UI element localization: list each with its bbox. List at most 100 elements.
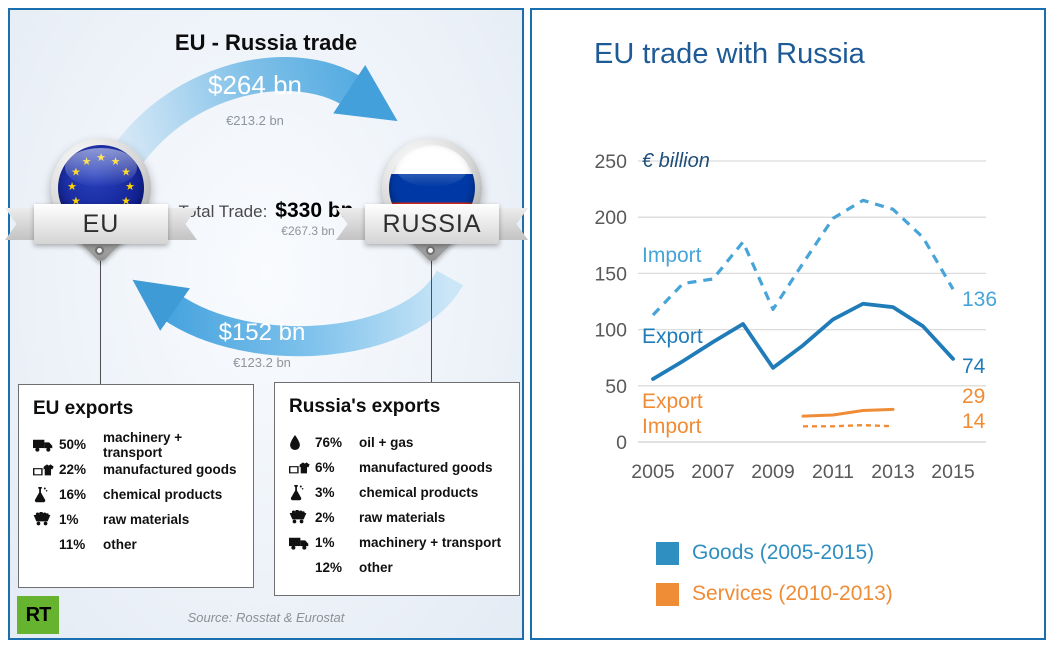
services-swatch xyxy=(656,582,679,606)
export-category: chemical products xyxy=(103,487,223,502)
goods-legend-label: Goods (2005-2015) xyxy=(692,541,875,564)
series-end-value: 14 xyxy=(962,410,986,433)
trade-flow-panel: EU - Russia trade $264 bn €213.2 bn xyxy=(5,8,528,640)
export-share: 3% xyxy=(315,485,335,500)
export-category: manufactured goods xyxy=(359,460,493,475)
total-trade: Total Trade: $330 bn xyxy=(10,199,522,223)
trade-chart-panel: EU trade with Russia 0 50 100 150 200 250 2005… xyxy=(530,8,1046,640)
export-row: 3% chemical products xyxy=(289,480,507,505)
series-label: Import xyxy=(642,415,702,438)
eu-exports-list: 50% machinery + transport 22% manufactured … xyxy=(33,430,241,557)
flask-icon xyxy=(33,486,59,503)
export-share: 22% xyxy=(59,462,87,477)
trade-line-chart: 0 50 100 150 200 250 2005 2007 2009 2011 2013 2015 €… xyxy=(594,150,997,483)
russia-to-eu-usd: $152 bn xyxy=(219,319,306,346)
eu-to-russia-usd: $264 bn xyxy=(208,70,302,100)
total-trade-eur: €267.3 bn xyxy=(281,224,335,238)
series-label: Import xyxy=(642,244,702,267)
series-label: Export xyxy=(642,325,703,348)
russia-exports-box: Russia's exports 76% oil + gas 6% manufactu… xyxy=(274,382,520,596)
series-label: Export xyxy=(642,390,703,413)
eu-connector-line xyxy=(100,259,101,385)
legend-item-goods: Goods (2005-2015) xyxy=(656,541,893,565)
total-trade-usd: $330 bn xyxy=(275,199,354,222)
export-row: 16% chemical products xyxy=(33,482,241,507)
export-category: other xyxy=(103,537,137,552)
export-row: 76% oil + gas xyxy=(289,430,507,455)
export-row: 12% other xyxy=(289,555,507,580)
badge-pin xyxy=(426,246,435,255)
series-end-value: 29 xyxy=(962,385,985,408)
chart-title: EU trade with Russia xyxy=(594,38,865,70)
y-axis-unit-label: € billion xyxy=(642,150,710,172)
goods-export-line xyxy=(651,301,955,381)
export-row: 2% raw materials xyxy=(289,505,507,530)
export-category: oil + gas xyxy=(359,435,414,450)
rt-logo-text: RT xyxy=(25,603,52,626)
services-import-line xyxy=(803,423,894,428)
goods-icon xyxy=(33,463,59,477)
goods-swatch xyxy=(656,541,679,565)
goods-icon xyxy=(289,461,315,475)
eu-to-russia-arrow xyxy=(94,57,398,193)
export-category: raw materials xyxy=(103,512,190,527)
export-category: manufactured goods xyxy=(103,462,237,477)
x-tick-label: 2015 xyxy=(931,461,975,483)
goods-import-line xyxy=(651,198,955,317)
flask-icon xyxy=(289,484,315,501)
export-category: other xyxy=(359,560,393,575)
eu-to-russia-eur: €213.2 bn xyxy=(226,113,284,128)
export-share: 1% xyxy=(59,512,79,527)
y-tick-label: 50 xyxy=(605,376,627,398)
export-category: chemical products xyxy=(359,485,479,500)
russia-exports-list: 76% oil + gas 6% manufactured goods 3% chemic… xyxy=(289,430,507,580)
export-category: machinery + transport xyxy=(359,535,502,550)
series-end-value: 74 xyxy=(962,355,986,378)
source-note: Source: Rosstat & Eurostat xyxy=(187,610,345,625)
russia-to-eu-arrow xyxy=(132,269,464,357)
export-row: 22% manufactured goods xyxy=(33,457,241,482)
services-legend-label: Services (2010-2013) xyxy=(692,582,893,605)
truck-icon xyxy=(289,536,315,550)
series-end-value: 136 xyxy=(962,288,997,311)
eu-badge: ★★★★ ★★★★ ★★★★ EU xyxy=(5,138,197,328)
export-share: 1% xyxy=(315,535,335,550)
y-tick-label: 150 xyxy=(594,263,627,285)
export-share: 6% xyxy=(315,460,335,475)
y-tick-label: 250 xyxy=(594,151,627,173)
export-share: 16% xyxy=(59,487,87,502)
export-share: 12% xyxy=(315,560,343,575)
truck-icon xyxy=(33,438,59,452)
x-tick-label: 2013 xyxy=(871,461,914,483)
eu-badge-label: EU xyxy=(34,204,168,244)
drop-icon xyxy=(289,435,315,450)
export-share: 11% xyxy=(59,537,86,552)
eu-exports-box: EU exports 50% machinery + transport 22% ma… xyxy=(18,384,254,588)
russia-exports-title: Russia's exports xyxy=(289,396,441,417)
export-category: raw materials xyxy=(359,510,446,525)
russia-to-eu-eur: €123.2 bn xyxy=(233,355,291,370)
trade-arrows-graphic: $264 bn €213.2 bn $152 bn €123.2 bn xyxy=(94,57,464,370)
legend-item-services: Services (2010-2013) xyxy=(656,582,893,606)
total-trade-label: Total Trade: xyxy=(178,202,268,221)
x-tick-label: 2007 xyxy=(691,461,734,483)
y-tick-label: 200 xyxy=(594,207,627,229)
russia-badge-label: RUSSIA xyxy=(365,204,499,244)
chart-legend: Goods (2005-2015) Services (2010-2013) xyxy=(656,541,893,623)
minecart-icon xyxy=(289,510,315,525)
x-tick-label: 2011 xyxy=(812,461,854,483)
export-share: 76% xyxy=(315,435,343,450)
eu-exports-title: EU exports xyxy=(33,398,134,419)
left-panel-title: EU - Russia trade xyxy=(174,30,358,55)
minecart-icon xyxy=(33,512,59,527)
export-row: 50% machinery + transport xyxy=(33,430,241,460)
export-row: 11% other xyxy=(33,532,241,557)
rt-logo: RT xyxy=(17,596,59,634)
badge-pin xyxy=(95,246,104,255)
y-tick-label: 0 xyxy=(616,432,627,454)
x-tick-label: 2009 xyxy=(751,461,794,483)
export-share: 50% xyxy=(59,437,87,452)
x-tick-label: 2005 xyxy=(631,461,675,483)
export-row: 1% machinery + transport xyxy=(289,530,507,555)
export-share: 2% xyxy=(315,510,335,525)
